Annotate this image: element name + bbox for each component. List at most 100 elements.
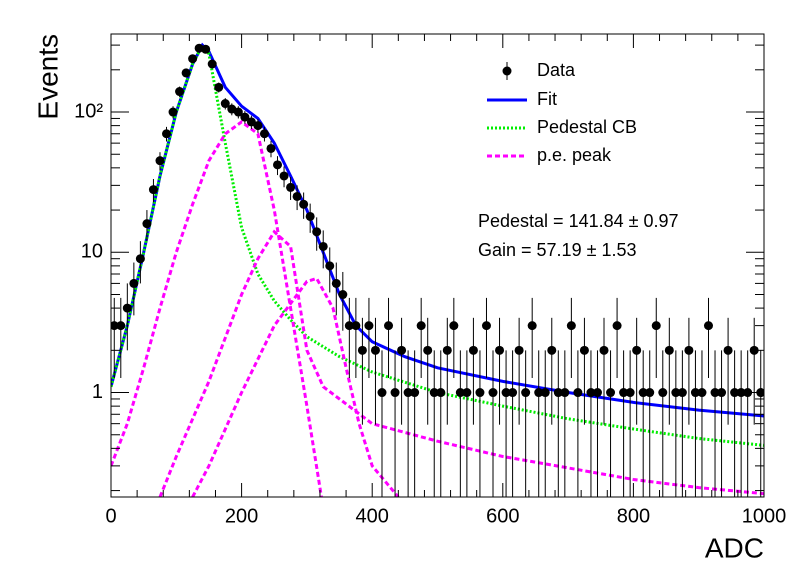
data-point xyxy=(338,290,348,300)
data-point xyxy=(730,388,740,398)
data-point xyxy=(462,388,472,398)
data-point xyxy=(468,345,478,355)
data-point xyxy=(527,321,537,331)
data-point xyxy=(318,241,328,251)
data-point xyxy=(364,321,374,331)
data-point xyxy=(690,388,700,398)
data-point xyxy=(168,107,178,117)
data-point xyxy=(697,388,707,398)
data-point xyxy=(749,345,759,355)
data-point xyxy=(286,182,296,192)
data-point xyxy=(403,388,413,398)
data-point xyxy=(246,117,256,127)
data-point xyxy=(736,388,746,398)
data-point xyxy=(299,199,309,209)
data-point xyxy=(390,388,400,398)
data-point xyxy=(703,321,713,331)
data-point xyxy=(573,388,583,398)
data-point xyxy=(344,321,354,331)
data-point xyxy=(370,345,380,355)
legend-label: p.e. peak xyxy=(537,145,612,165)
fit-curve xyxy=(111,120,323,497)
data-point xyxy=(201,44,211,54)
data-point xyxy=(292,191,302,201)
data-point xyxy=(671,388,681,398)
data-point xyxy=(723,345,733,355)
fit-curve xyxy=(111,42,764,447)
data-point xyxy=(442,345,452,355)
data-point xyxy=(266,143,276,153)
plot-area xyxy=(111,42,764,497)
data-point xyxy=(325,261,335,271)
data-point xyxy=(207,59,217,69)
data-point xyxy=(312,227,322,237)
data-point xyxy=(514,345,524,355)
data-point xyxy=(508,388,518,398)
data-point xyxy=(638,388,648,398)
data-point xyxy=(501,388,511,398)
data-point xyxy=(273,160,283,170)
data-point xyxy=(606,388,616,398)
y-tick-label: 1 xyxy=(92,381,103,403)
data-point xyxy=(162,129,172,139)
legend-marker xyxy=(502,66,512,76)
data-point xyxy=(305,211,315,221)
data-point xyxy=(586,388,596,398)
data-point xyxy=(116,321,126,331)
data-point xyxy=(717,388,727,398)
data-point xyxy=(423,345,433,355)
data-point xyxy=(416,321,426,331)
data-point xyxy=(331,278,341,288)
data-point xyxy=(155,156,165,166)
data-point xyxy=(684,345,694,355)
data-point xyxy=(658,388,668,398)
data-point xyxy=(547,345,557,355)
data-point xyxy=(175,87,185,97)
annotation: Gain = 57.19 ± 1.53 xyxy=(478,240,637,260)
data-point xyxy=(129,278,139,288)
data-point xyxy=(148,185,158,195)
legend-label: Data xyxy=(537,60,576,80)
data-point xyxy=(135,254,145,264)
data-point xyxy=(579,345,589,355)
data-point xyxy=(651,321,661,331)
data-point xyxy=(188,54,198,64)
data-point xyxy=(357,345,367,355)
data-point xyxy=(397,345,407,355)
data-point xyxy=(475,388,485,398)
data-point xyxy=(553,388,563,398)
data-point xyxy=(521,388,531,398)
fit-curve xyxy=(158,229,764,497)
legend-label: Fit xyxy=(537,89,557,109)
x-tick-label: 400 xyxy=(356,505,389,527)
data-point xyxy=(710,388,720,398)
data-point xyxy=(481,321,491,331)
data-point xyxy=(240,112,250,122)
data-point xyxy=(540,388,550,398)
data-point xyxy=(436,388,446,398)
data-point xyxy=(455,388,465,398)
x-tick-label: 200 xyxy=(225,505,258,527)
data-point xyxy=(142,219,152,229)
y-tick-label: 10 xyxy=(81,241,103,263)
y-axis-label: Events xyxy=(32,34,63,120)
x-axis-label: ADC xyxy=(705,532,764,563)
data-point xyxy=(619,388,629,398)
data-point xyxy=(677,388,687,398)
data-point xyxy=(253,121,263,131)
data-point xyxy=(592,388,602,398)
annotation: Pedestal = 141.84 ± 0.97 xyxy=(478,211,679,231)
data-point xyxy=(384,321,394,331)
data-point xyxy=(534,388,544,398)
data-point xyxy=(645,388,655,398)
data-point xyxy=(233,107,243,117)
data-point xyxy=(566,321,576,331)
data-point xyxy=(495,345,505,355)
data-point xyxy=(410,388,420,398)
data-point xyxy=(560,388,570,398)
data-point xyxy=(181,68,191,78)
data-point xyxy=(220,99,230,109)
y-tick-label: 10² xyxy=(74,100,103,122)
data-point xyxy=(664,345,674,355)
x-tick-label: 800 xyxy=(617,505,650,527)
